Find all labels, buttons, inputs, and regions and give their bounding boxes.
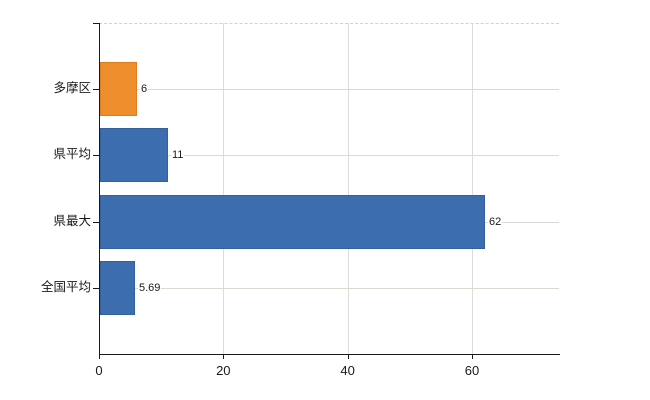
vertical-gridline	[347, 23, 349, 354]
vertical-gridline	[472, 23, 473, 354]
category-label-全国平均: 全国平均	[40, 280, 91, 294]
y-axis-tick	[93, 89, 99, 90]
category-label-多摩区: 多摩区	[53, 81, 91, 95]
category-label-県平均: 県平均	[53, 147, 91, 161]
x-axis-tick	[99, 354, 100, 359]
x-tick-label: 60	[464, 363, 480, 378]
bar-県平均	[100, 128, 168, 182]
bar-value-label: 6	[140, 82, 149, 96]
y-axis-line	[99, 23, 100, 355]
bar-県最大	[100, 195, 485, 249]
bar-value-label: 62	[488, 215, 503, 229]
horizontal-gridline	[99, 288, 559, 289]
bar-value-label: 11	[171, 148, 185, 162]
y-axis-tick	[93, 288, 99, 289]
bar-value-label: 5.69	[138, 281, 162, 295]
x-tick-label: 40	[340, 363, 355, 378]
x-tick-label: 20	[216, 363, 231, 378]
plot-top-dashed-border	[99, 23, 559, 24]
bar-全国平均	[100, 261, 135, 315]
y-axis-tick	[93, 222, 99, 223]
bar-多摩区	[100, 62, 137, 116]
y-axis-tick	[93, 155, 99, 156]
y-axis-tick	[93, 23, 99, 24]
category-label-県最大: 県最大	[53, 214, 91, 228]
x-axis-tick	[223, 354, 225, 359]
horizontal-gridline	[99, 155, 559, 156]
x-axis-tick	[347, 354, 349, 359]
x-tick-label: 0	[95, 363, 103, 378]
vertical-gridline	[223, 23, 225, 354]
x-axis-tick	[472, 354, 473, 359]
x-axis-line	[99, 354, 560, 355]
horizontal-gridline	[99, 89, 559, 90]
